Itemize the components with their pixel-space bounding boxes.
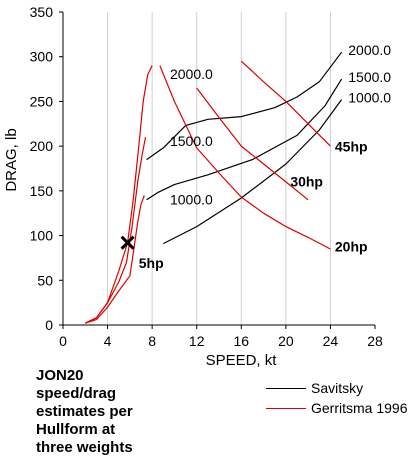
legend-swatch-gerritsma — [266, 407, 306, 409]
axes — [59, 11, 376, 329]
series-line-gerritsma-3 — [85, 195, 145, 324]
x-tick-labels: 0 4 8 12 16 20 24 28 — [59, 333, 383, 349]
caption-line-4: three weights — [36, 439, 133, 456]
caption-line-0: JON20 — [36, 367, 84, 384]
x-tick-label-6: 24 — [323, 333, 339, 349]
y-tick-label-4: 200 — [30, 138, 54, 154]
x-tick-label-5: 20 — [278, 333, 294, 349]
curve-annotations: 2000.0 1500.0 1000.0 2000.0 1500.0 1000.0 45hp… — [139, 42, 392, 271]
x-tick-label-0: 0 — [59, 333, 67, 349]
series-lines — [85, 51, 343, 324]
x-tick-label-7: 28 — [367, 333, 383, 349]
y-tick-label-0: 0 — [45, 317, 53, 333]
legend-swatch-savitsky — [266, 387, 306, 389]
caption-line-1: speed/drag — [36, 385, 117, 402]
annotation-1: 1500.0 — [170, 133, 213, 149]
caption-line-2: estimates per — [36, 403, 133, 420]
annotation-4: 1500.0 — [348, 69, 391, 85]
legend: Savitsky Gerritsma 1996 — [266, 378, 407, 418]
annotation-0: 2000.0 — [170, 66, 213, 82]
y-tick-label-7: 350 — [30, 4, 54, 20]
legend-label-gerritsma: Gerritsma 1996 — [311, 400, 408, 416]
series-line-gerritsma-8 — [240, 60, 331, 147]
legend-item-gerritsma: Gerritsma 1996 — [266, 398, 407, 418]
y-tick-label-5: 250 — [30, 93, 54, 109]
legend-label-savitsky: Savitsky — [311, 380, 364, 396]
y-tick-label-6: 300 — [30, 49, 54, 65]
y-tick-label-1: 50 — [37, 272, 53, 288]
y-axis-label: DRAG, lb — [3, 128, 20, 191]
y-tick-label-2: 100 — [30, 228, 54, 244]
series-line-gerritsma-7 — [196, 87, 309, 201]
x-tick-label-2: 8 — [148, 333, 156, 349]
vertical-grid — [107, 12, 331, 325]
x-tick-label-3: 12 — [189, 333, 205, 349]
x-tick-label-1: 4 — [104, 333, 112, 349]
annotation-5: 1000.0 — [348, 89, 391, 105]
cross-marker — [120, 235, 135, 250]
x-tick-label-4: 16 — [233, 333, 249, 349]
caption-line-3: Hullform at — [36, 421, 116, 438]
y-tick-label-3: 150 — [30, 183, 54, 199]
annotation-8: 20hp — [335, 239, 368, 255]
series-line-savitsky-2 — [146, 51, 343, 161]
legend-item-savitsky: Savitsky — [266, 378, 407, 398]
series-line-gerritsma-5 — [85, 65, 153, 324]
annotation-9: 5hp — [139, 255, 164, 271]
annotation-2: 1000.0 — [170, 191, 213, 207]
annotation-3: 2000.0 — [348, 42, 391, 58]
y-tick-labels: 0 50 100 150 200 250 300 350 — [30, 4, 54, 333]
series-line-savitsky-0 — [163, 99, 343, 245]
annotation-7: 30hp — [290, 173, 323, 189]
annotation-6: 45hp — [335, 139, 368, 155]
series-line-savitsky-1 — [146, 78, 343, 201]
series-line-gerritsma-6 — [159, 65, 331, 250]
x-axis-label: SPEED, kt — [206, 352, 278, 369]
chart-caption: JON20 speed/drag estimates per Hullform at t… — [36, 367, 186, 457]
marker-stroke-2 — [120, 235, 135, 250]
